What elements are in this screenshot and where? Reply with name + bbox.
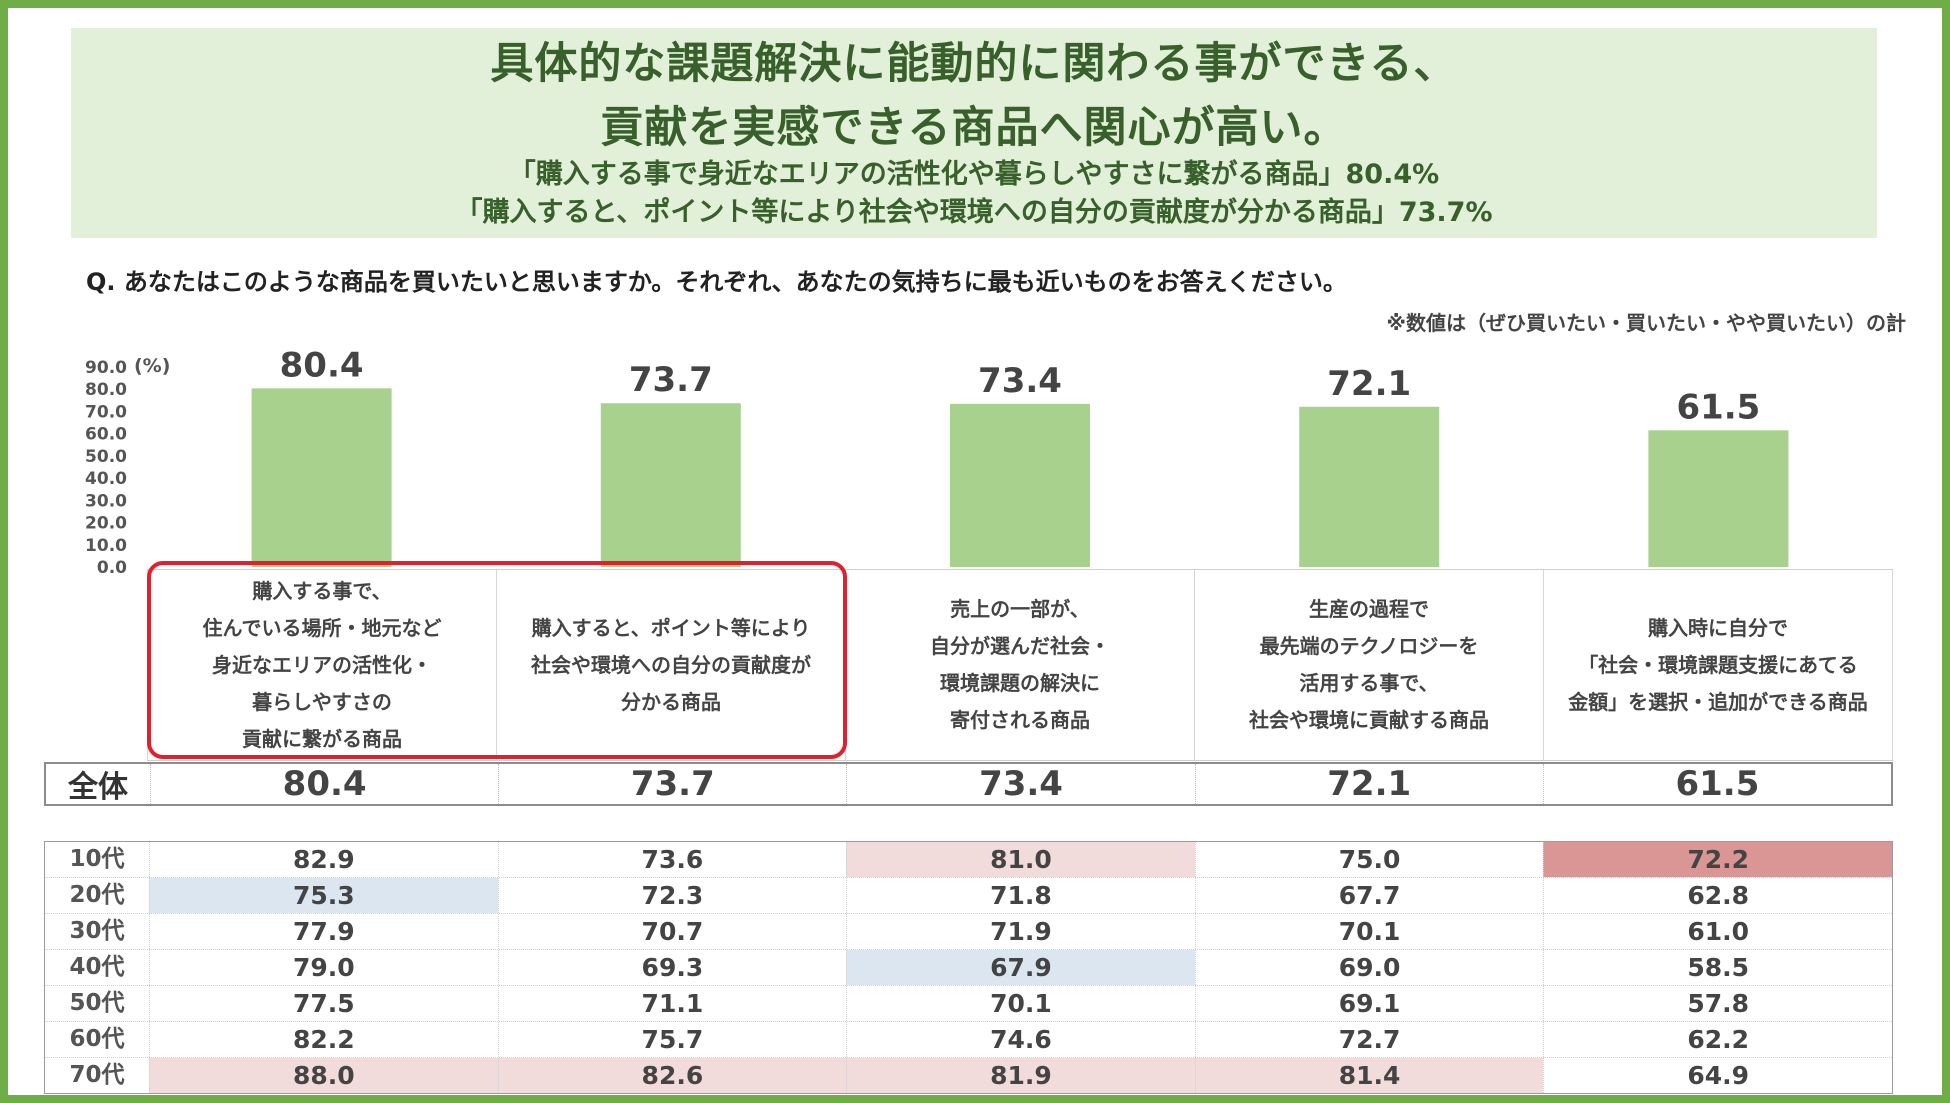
bar	[1648, 430, 1789, 567]
table-cell: 75.3	[149, 878, 498, 913]
category-label: 購入時に自分で 「社会・環境課題支援にあてる 金額」を選択・追加ができる商品	[1543, 570, 1893, 760]
age-group-label: 70代	[69, 1062, 125, 1088]
age-group-label: 10代	[69, 846, 125, 872]
table-cell: 81.0	[846, 842, 1195, 877]
headline-line-1: 具体的な課題解決に能動的に関わる事ができる、	[490, 39, 1458, 89]
category-label-text: 生産の過程で 最先端のテクノロジーを 活用する事で、 社会や環境に貢献する商品	[1249, 597, 1489, 732]
category-label-text: 購入時に自分で 「社会・環境課題支援にあてる 金額」を選択・追加ができる商品	[1568, 615, 1868, 714]
table-cell: 72.3	[497, 878, 847, 913]
y-tick-label: 40.0	[85, 469, 127, 489]
table-cell: 82.6	[497, 1058, 847, 1093]
table-cell: 79.0	[149, 950, 498, 985]
table-cell: 72.7	[1194, 1022, 1544, 1057]
table-cell: 64.9	[1543, 1058, 1892, 1093]
headline-line-2: 貢献を実感できる商品へ関心が高い。	[600, 103, 1348, 153]
table-cell: 70.1	[1194, 914, 1544, 949]
table-cell: 57.8	[1543, 986, 1892, 1021]
category-label-row: 購入する事で、 住んでいる場所・地元など 身近なエリアの活性化・ 暮らしやすさの…	[147, 569, 1893, 761]
table-cell: 82.2	[149, 1022, 498, 1057]
table-cell: 58.5	[1543, 950, 1892, 985]
table-cell: 75.7	[497, 1022, 847, 1057]
table-cell: 69.0	[1194, 950, 1544, 985]
category-label-text: 購入すると、ポイント等により 社会や環境への自分の貢献度が 分かる商品	[531, 615, 811, 714]
table-cell: 62.2	[1543, 1022, 1892, 1057]
total-row: 全体 80.4 73.7 73.4 72.1 61.5	[44, 762, 1893, 806]
total-value-cell: 80.4	[150, 764, 498, 804]
table-cell: 77.5	[149, 986, 498, 1021]
y-tick-label: 90.0	[85, 358, 127, 378]
total-value-cell: 61.5	[1542, 764, 1891, 804]
table-cell: 71.9	[846, 914, 1195, 949]
headline-sub-1: 「購入する事で身近なエリアの活性化や暮らしやすさに繋がる商品」80.4%	[508, 159, 1440, 190]
total-value-cell: 72.1	[1194, 764, 1543, 804]
bar-value-label: 80.4	[280, 345, 364, 385]
bar-value-label: 61.5	[1676, 387, 1760, 427]
table-cell: 75.0	[1194, 842, 1544, 877]
table-row: 70代 88.0 82.6 81.9 81.4 64.9	[45, 1058, 1892, 1093]
table-row: 40代 79.0 69.3 67.9 69.0 58.5	[45, 950, 1892, 986]
bar-value-label: 72.1	[1327, 364, 1411, 404]
category-label: 購入すると、ポイント等により 社会や環境への自分の貢献度が 分かる商品	[496, 570, 845, 760]
table-cell: 69.1	[1194, 986, 1544, 1021]
y-tick-label: 80.0	[85, 380, 127, 400]
category-label: 購入する事で、 住んでいる場所・地元など 身近なエリアの活性化・ 暮らしやすさの…	[147, 570, 496, 760]
total-label: 全体	[68, 770, 128, 805]
bar	[600, 403, 741, 567]
table-row: 50代 77.5 71.1 70.1 69.1 57.8	[45, 986, 1892, 1022]
table-cell: 72.2	[1543, 842, 1892, 877]
table-cell: 62.8	[1543, 878, 1892, 913]
y-tick-label: 10.0	[85, 536, 127, 556]
table-cell: 67.7	[1194, 878, 1544, 913]
category-label: 売上の一部が、 自分が選んだ社会・ 環境課題の解決に 寄付される商品	[845, 570, 1194, 760]
total-value-cell: 73.4	[846, 764, 1194, 804]
table-cell: 73.6	[497, 842, 847, 877]
age-group-label: 50代	[69, 990, 125, 1016]
age-breakdown-table: 10代 82.9 73.6 81.0 75.0 72.2 20代 75.3 72.3 71.8 67…	[44, 841, 1893, 1094]
headline-box: 具体的な課題解決に能動的に関わる事ができる、 貢献を実感できる商品へ関心が高い。…	[71, 28, 1877, 238]
bar	[950, 403, 1090, 567]
values-note: ※数値は（ぜひ買いたい・買いたい・やや買いたい）の計	[1386, 311, 1906, 335]
table-row: 60代 82.2 75.7 74.6 72.7 62.2	[45, 1022, 1892, 1058]
bar	[1299, 406, 1440, 567]
y-unit-label: (%)	[134, 355, 170, 377]
category-label-text: 売上の一部が、 自分が選んだ社会・ 環境課題の解決に 寄付される商品	[930, 597, 1110, 732]
bar	[251, 388, 392, 567]
y-tick-label: 70.0	[85, 402, 127, 422]
table-cell: 70.7	[497, 914, 847, 949]
table-row: 10代 82.9 73.6 81.0 75.0 72.2	[45, 842, 1892, 878]
age-group-label: 40代	[69, 954, 125, 980]
category-label-text: 購入する事で、 住んでいる場所・地元など 身近なエリアの活性化・ 暮らしやすさの…	[202, 578, 442, 751]
table-cell: 82.9	[149, 842, 498, 877]
question-text: Q. あなたはこのような商品を買いたいと思いますか。それぞれ、あなたの気持ちに最…	[86, 268, 1347, 296]
table-cell: 71.1	[497, 986, 847, 1021]
total-value-cell: 73.7	[498, 764, 846, 804]
y-tick-label: 30.0	[85, 491, 127, 511]
bar-value-label: 73.7	[629, 360, 713, 400]
table-cell: 77.9	[149, 914, 498, 949]
table-cell: 81.9	[846, 1058, 1195, 1093]
table-row: 20代 75.3 72.3 71.8 67.7 62.8	[45, 878, 1892, 914]
table-cell: 81.4	[1194, 1058, 1544, 1093]
table-cell: 88.0	[149, 1058, 498, 1093]
age-group-label: 30代	[69, 918, 125, 944]
table-cell: 70.1	[846, 986, 1195, 1021]
y-tick-label: 20.0	[85, 514, 127, 534]
table-cell: 71.8	[846, 878, 1195, 913]
bar-value-label: 73.4	[978, 361, 1062, 401]
highlight-box	[147, 561, 847, 759]
table-cell: 67.9	[846, 950, 1195, 985]
table-row: 30代 77.9 70.7 71.9 70.1 61.0	[45, 914, 1892, 950]
age-group-label: 60代	[69, 1026, 125, 1052]
y-tick-label: 0.0	[97, 558, 127, 578]
table-cell: 69.3	[497, 950, 847, 985]
category-label: 生産の過程で 最先端のテクノロジーを 活用する事で、 社会や環境に貢献する商品	[1194, 570, 1543, 760]
y-tick-label: 50.0	[85, 447, 127, 467]
age-group-label: 20代	[69, 882, 125, 908]
y-tick-label: 60.0	[85, 425, 127, 445]
table-cell: 61.0	[1543, 914, 1892, 949]
headline-sub-2: 「購入すると、ポイント等により社会や環境への自分の貢献度が分かる商品」73.7%	[455, 197, 1493, 228]
table-cell: 74.6	[846, 1022, 1195, 1057]
